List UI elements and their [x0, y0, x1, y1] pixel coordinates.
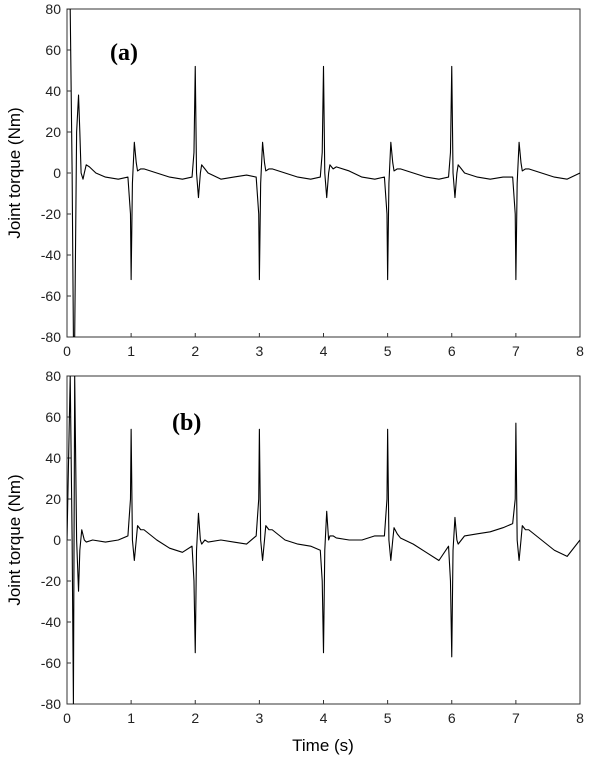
y-tick-label-b: 40 — [45, 450, 61, 466]
x-tick-label-b: 8 — [576, 710, 584, 726]
y-tick-label-b: -20 — [41, 573, 61, 589]
y-axis-label-b: Joint torque (Nm) — [5, 474, 24, 605]
y-tick-label-a: 80 — [45, 1, 61, 17]
y-ticks-a: 80 60 40 20 0 -20 -40 -60 -80 — [41, 1, 71, 345]
x-tick-label-b: 4 — [320, 710, 328, 726]
y-tick-label-b: 0 — [53, 532, 61, 548]
x-tick-label-a: 8 — [576, 343, 584, 359]
panel-a: 80 60 40 20 0 -20 -40 -60 -80 0 1 2 3 4 5 6 7 8 Joint to… — [5, 1, 584, 359]
y-tick-label-a: 0 — [53, 165, 61, 181]
panel-label-b: (b) — [172, 410, 201, 436]
x-axis-label: Time (s) — [292, 736, 354, 755]
plot-frame-a — [66, 8, 581, 338]
x-tick-label-a: 3 — [255, 343, 263, 359]
x-tick-label-b: 3 — [255, 710, 263, 726]
torque-series-line-a — [67, 9, 580, 337]
x-tick-label-a: 6 — [448, 343, 456, 359]
x-tick-label-b: 0 — [63, 710, 71, 726]
y-tick-label-a: 60 — [45, 42, 61, 58]
x-tick-label-b: 6 — [448, 710, 456, 726]
x-tick-label-b: 2 — [191, 710, 199, 726]
y-tick-label-a: -20 — [41, 206, 61, 222]
y-tick-label-a: -60 — [41, 288, 61, 304]
x-tick-label-a: 2 — [191, 343, 199, 359]
y-tick-label-b: -60 — [41, 655, 61, 671]
y-ticks-b: 80 60 40 20 0 -20 -40 -60 -80 — [41, 368, 71, 712]
y-tick-label-a: 40 — [45, 83, 61, 99]
y-tick-label-b: -80 — [41, 696, 61, 712]
y-tick-label-b: -40 — [41, 614, 61, 630]
x-tick-label-a: 1 — [127, 343, 135, 359]
y-tick-label-a: 20 — [45, 124, 61, 140]
y-tick-label-b: 20 — [45, 491, 61, 507]
panel-b: 80 60 40 20 0 -20 -40 -60 -80 0 1 2 3 4 5 6 7 8 Joint to… — [5, 368, 584, 755]
x-tick-label-b: 1 — [127, 710, 135, 726]
x-ticks-a: 0 1 2 3 4 5 6 7 8 — [63, 333, 584, 359]
panel-label-a: (a) — [110, 40, 138, 66]
y-tick-label-b: 60 — [45, 409, 61, 425]
y-axis-label-a: Joint torque (Nm) — [5, 107, 24, 238]
x-tick-label-a: 4 — [320, 343, 328, 359]
x-tick-label-b: 7 — [512, 710, 520, 726]
x-tick-label-a: 0 — [63, 343, 71, 359]
y-tick-label-a: -80 — [41, 329, 61, 345]
x-tick-label-b: 5 — [384, 710, 392, 726]
x-ticks-b: 0 1 2 3 4 5 6 7 8 — [63, 700, 584, 726]
x-tick-label-a: 7 — [512, 343, 520, 359]
torque-series-line-b — [67, 376, 580, 704]
y-tick-label-a: -40 — [41, 247, 61, 263]
x-tick-label-a: 5 — [384, 343, 392, 359]
y-tick-label-b: 80 — [45, 368, 61, 384]
plot-frame-b — [66, 375, 581, 705]
